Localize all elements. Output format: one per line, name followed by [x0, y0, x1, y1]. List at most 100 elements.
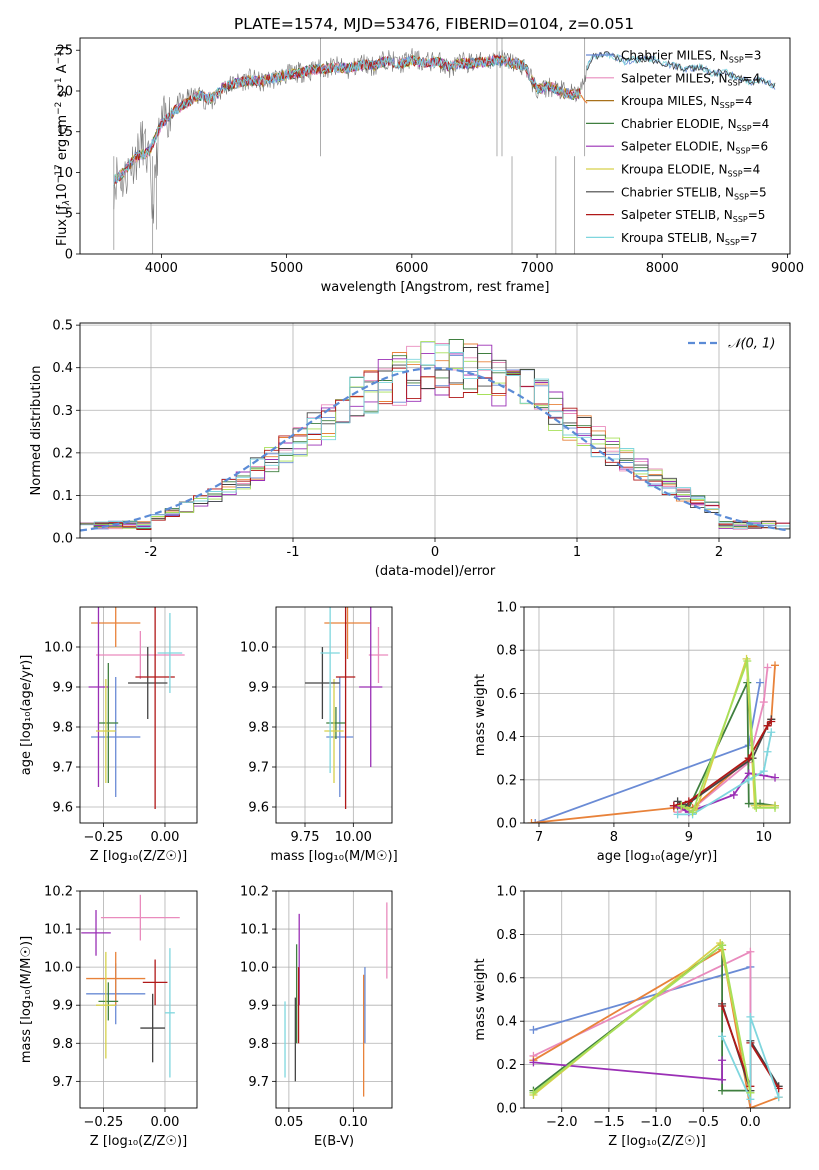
legend-subscript: SSP: [729, 56, 744, 65]
y-tick-label: 9.7: [52, 1075, 73, 1090]
y-tick-label: 0.8: [496, 644, 517, 659]
y-tick-label: 0.6: [496, 971, 517, 986]
y-tick-label: 9.7: [52, 761, 73, 776]
x-axis-label: mass [log₁₀(M/M☉)]: [270, 849, 397, 864]
y-tick-label: 0.6: [496, 687, 517, 702]
x-tick-label: 0.10: [339, 1115, 368, 1130]
weight-marker: [677, 801, 686, 810]
legend-model-name: Kroupa ELODIE, N: [621, 163, 728, 177]
y-axis-label-part: −1: [54, 77, 64, 90]
y-axis-label-part: Flux [f: [55, 205, 70, 246]
plot-area-residuals: [80, 339, 790, 532]
errorbar-point: [142, 959, 168, 1006]
plot-area-weight-vs-Z: [529, 939, 783, 1108]
x-tick-label: −1.5: [593, 1115, 625, 1130]
errorbar-point: [324, 607, 371, 659]
y-axis-label-part: −17: [54, 164, 64, 183]
errorbar-point: [96, 631, 185, 679]
weight-marker: [744, 754, 753, 763]
x-tick-label: 1: [573, 545, 581, 560]
y-tick-label: 10.1: [44, 923, 73, 938]
y-axis-label-part: λ: [62, 200, 72, 206]
axes-frame: [275, 890, 393, 1109]
x-tick-label: 10.00: [335, 830, 372, 845]
model-spectrum-tail: [586, 51, 776, 89]
y-tick-label: 0.5: [52, 319, 73, 334]
y-tick-label: 0.2: [52, 446, 73, 461]
legend-model-name: Kroupa MILES, N: [621, 94, 720, 108]
weight-series: [681, 658, 775, 812]
legend-nssp: =3: [744, 49, 762, 63]
y-tick-label: 15: [56, 125, 73, 140]
x-tick-label: −2.0: [546, 1115, 578, 1130]
y-tick-label: 1.0: [496, 601, 517, 616]
plot-area-mass-vs-Z: [81, 894, 180, 1078]
legend-label: Chabrier STELIB, NSSP=5: [621, 185, 767, 201]
errorbar-point: [320, 607, 340, 773]
errorbar-point: [96, 951, 116, 1059]
errorbar-point: [368, 627, 389, 683]
legend-label: Salpeter STELIB, NSSP=5: [621, 208, 765, 224]
legend-nssp: =7: [740, 231, 758, 245]
weight-marker: [774, 1093, 783, 1102]
y-tick-label: 9.6: [248, 801, 269, 816]
legend-label: Kroupa MILES, NSSP=4: [621, 94, 752, 110]
panel-residuals: -2 -1 0 1 2 0.0 0.1 0.2 0.3 0.4 0.5 (data-model)/er…: [29, 319, 791, 579]
weight-marker: [767, 717, 776, 726]
model-spectrum: [113, 54, 581, 186]
weight-marker: [718, 941, 727, 950]
legend-nssp: =6: [750, 140, 768, 154]
x-tick-label: 9: [685, 830, 693, 845]
figure-title: PLATE=1574, MJD=53476, FIBERID=0104, z=0…: [234, 15, 634, 33]
x-tick-label: 0.0: [740, 1115, 761, 1130]
weight-marker: [529, 1058, 538, 1067]
y-axis-label-part: −2: [54, 102, 64, 115]
x-axis-label: age [log₁₀(age/yr)]: [597, 849, 718, 864]
y-tick-label: 5: [65, 207, 73, 222]
legend-nssp: =5: [748, 208, 766, 222]
weight-marker: [718, 1002, 727, 1011]
observed-spectrum: [113, 48, 588, 224]
weight-series: [721, 1016, 780, 1100]
errorbar-point: [335, 607, 356, 809]
x-axis-label: Z [log₁₀(Z/Z☉)]: [608, 1134, 705, 1149]
axes-frame: [275, 606, 393, 824]
y-tick-label: 0.0: [496, 1102, 517, 1117]
y-axis-label-part: −1: [54, 51, 64, 64]
y-tick-label: 0.3: [52, 404, 73, 419]
errorbar-point: [96, 679, 116, 783]
grid-mass-vs-Z: [80, 890, 197, 1108]
errorbar-point: [164, 948, 175, 1078]
model-spectrum: [113, 54, 581, 186]
legend-subscript: SSP: [728, 78, 743, 87]
y-tick-label: 10.0: [44, 641, 73, 656]
y-axis-label-part: s: [55, 90, 70, 101]
y-tick-label: 9.7: [248, 1075, 269, 1090]
x-tick-label: −0.25: [83, 1115, 123, 1130]
weight-marker: [763, 747, 772, 756]
x-axis-label: (data-model)/error: [375, 564, 496, 579]
y-tick-label: 0.0: [496, 817, 517, 832]
weight-series: [532, 948, 780, 1108]
legend-nssp: =4: [743, 163, 761, 177]
axes-frame: [79, 606, 198, 824]
weight-marker: [763, 663, 772, 672]
y-tick-label: 9.9: [52, 999, 73, 1014]
weight-marker: [527, 819, 536, 823]
y-axis-label: age [log₁₀(age/yr)]: [19, 655, 34, 776]
plot-area-mass-vs-EBV: [284, 902, 388, 1097]
axes-frame: [523, 890, 791, 1109]
legend-subscript: SSP: [735, 147, 750, 156]
x-tick-label: 0.00: [151, 830, 180, 845]
y-tick-label: 10.0: [44, 961, 73, 976]
x-tick-label: 5000: [270, 261, 303, 276]
errorbar-point: [88, 607, 109, 787]
model-spectrum: [113, 55, 581, 186]
x-tick-label: 8000: [646, 261, 679, 276]
errorbar-point: [86, 951, 146, 1006]
weight-marker: [744, 775, 753, 784]
x-tick-label: −0.25: [83, 830, 123, 845]
y-tick-label: 10.1: [240, 923, 269, 938]
